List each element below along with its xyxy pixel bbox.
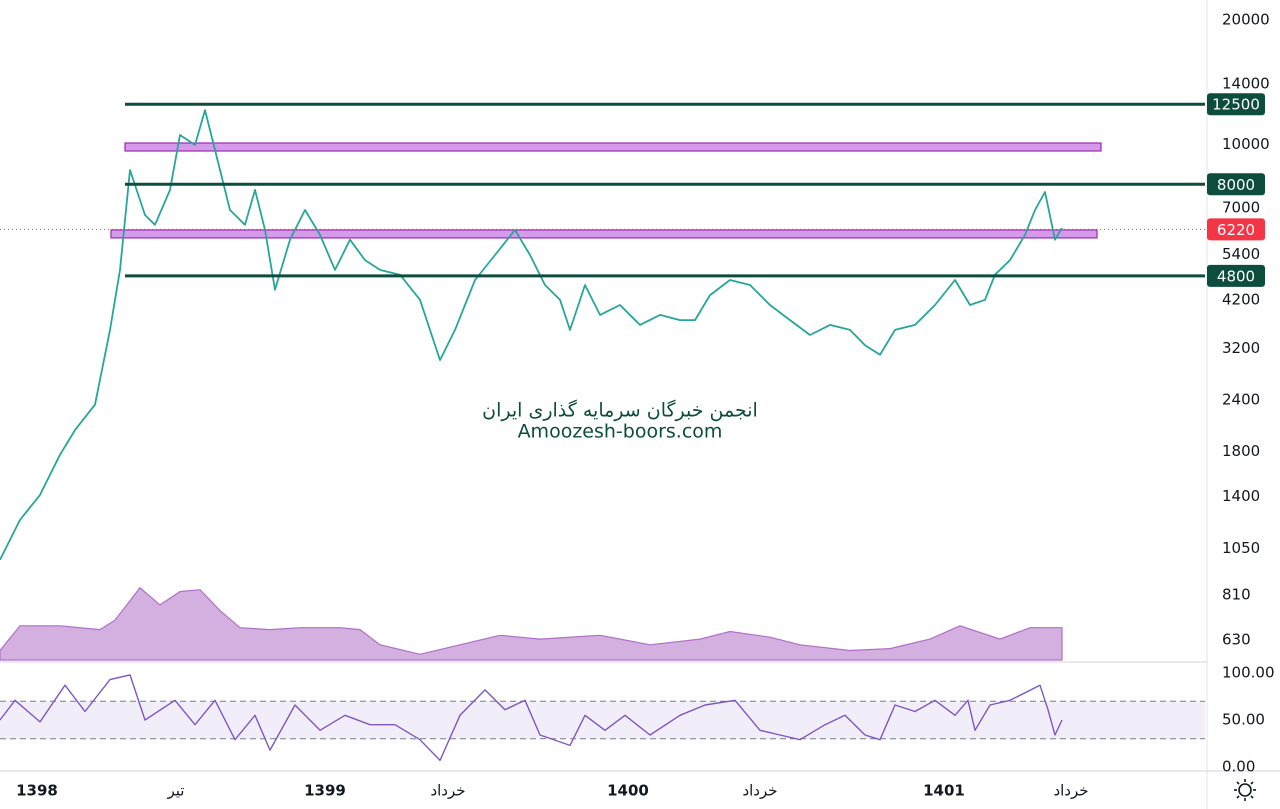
y-tick-label: 1400	[1222, 487, 1260, 505]
zone	[124, 142, 1102, 152]
x-tick-label: خرداد	[742, 782, 777, 800]
y-tick-label: 50.00	[1222, 711, 1265, 729]
last-price-tag	[1207, 218, 1265, 241]
y-tick-label: 5400	[1222, 245, 1260, 263]
y-tick-label: 10000	[1222, 135, 1270, 153]
x-tick-label: 1400	[607, 782, 649, 800]
level-tag	[1207, 93, 1265, 116]
zone	[110, 229, 1098, 239]
x-tick-label: خرداد	[430, 782, 465, 800]
y-tick-label: 4200	[1222, 290, 1260, 308]
level-label: 8000	[1217, 176, 1255, 194]
y-tick-label: 1050	[1222, 539, 1260, 557]
y-tick-label: 0.00	[1222, 758, 1255, 776]
y-tick-label: 2400	[1222, 391, 1260, 409]
x-tick-label: خرداد	[1053, 782, 1088, 800]
settings-icon[interactable]	[1234, 779, 1256, 801]
x-tick-label: 1399	[304, 782, 346, 800]
watermark: Amoozesh-boors.com	[518, 421, 723, 443]
y-tick-label: 20000	[1222, 10, 1270, 28]
y-tick-label: 1800	[1222, 442, 1260, 460]
series-line	[0, 674, 1063, 762]
last-price-label: 6220	[1217, 221, 1255, 239]
y-tick-label: 630	[1222, 630, 1251, 648]
x-tick-label: تیر	[167, 782, 185, 800]
y-tick-label: 810	[1222, 585, 1251, 603]
x-tick-label: 1398	[16, 782, 58, 800]
series-line	[0, 109, 1063, 561]
level-tag	[1207, 264, 1265, 287]
rsi-band	[0, 701, 1205, 739]
y-tick-label: 3200	[1222, 339, 1260, 357]
level-label: 4800	[1217, 267, 1255, 285]
watermark: انجمن خبرگان سرمایه گذاری ایران	[482, 399, 758, 422]
y-tick-label: 7000	[1222, 199, 1260, 217]
volume-area	[0, 586, 1063, 661]
level-tag	[1207, 173, 1265, 196]
level-label: 12500	[1212, 96, 1260, 114]
x-tick-label: 1401	[923, 782, 965, 800]
y-tick-label: 14000	[1222, 74, 1270, 92]
y-tick-label: 100.00	[1222, 664, 1275, 682]
